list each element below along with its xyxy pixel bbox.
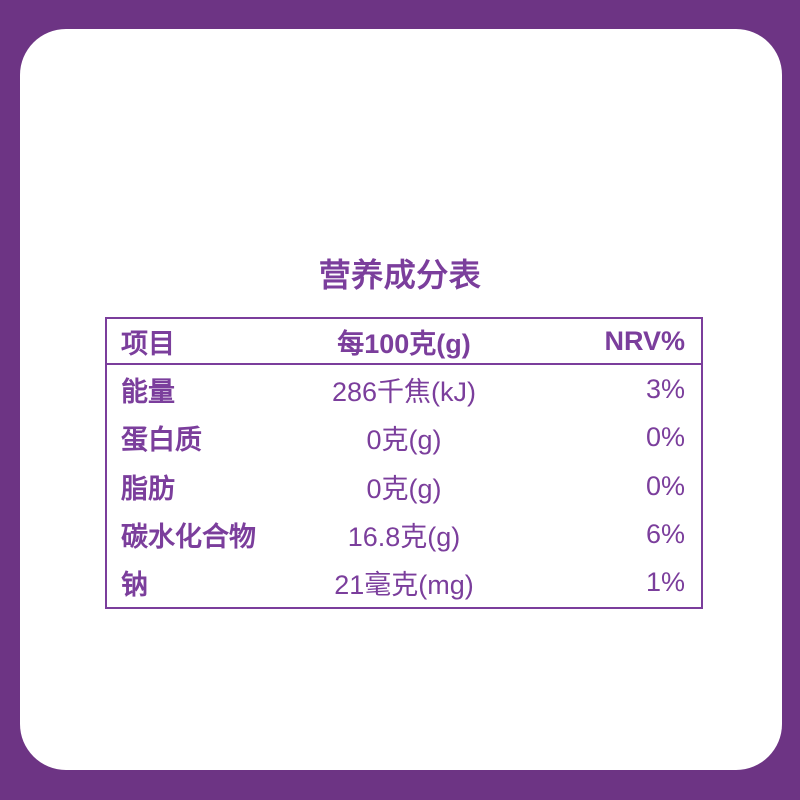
row-nrv: 3%	[645, 373, 685, 404]
row-item-label: 钠	[121, 570, 148, 601]
row-nrv: 1%	[645, 567, 685, 598]
table-row-sodium: 钠 21毫克(mg) 1%	[107, 559, 701, 607]
header-nrv: NRV%	[604, 325, 685, 356]
row-nrv: 0%	[645, 422, 685, 453]
row-value: 21毫克(mg)	[334, 570, 474, 601]
row-item-label: 蛋白质	[121, 425, 202, 456]
table-header-row: 项目 每100克(g) NRV%	[107, 319, 701, 365]
nutrition-table-title: 营养成分表	[318, 257, 482, 293]
row-value: 16.8克(g)	[347, 521, 461, 552]
label-panel	[20, 29, 782, 770]
row-nrv: 6%	[645, 518, 685, 549]
header-per100g: 每100克(g)	[337, 328, 471, 359]
row-nrv: 0%	[645, 470, 685, 501]
table-row-energy: 能量 286千焦(kJ) 3%	[107, 365, 701, 413]
header-item: 项目	[121, 328, 175, 359]
table-row-carbohydrate: 碳水化合物 16.8克(g) 6%	[107, 510, 701, 558]
row-value: 0克(g)	[366, 425, 442, 456]
row-item-label: 能量	[121, 376, 175, 407]
row-item-label: 脂肪	[121, 473, 175, 504]
table-row-protein: 蛋白质 0克(g) 0%	[107, 413, 701, 461]
nutrition-table: 项目 每100克(g) NRV% 能量 286千焦(kJ) 3% 蛋白质 0克(…	[105, 317, 703, 609]
table-row-fat: 脂肪 0克(g) 0%	[107, 462, 701, 510]
row-value: 0克(g)	[366, 473, 442, 504]
row-item-label: 碳水化合物	[121, 521, 256, 552]
row-value: 286千焦(kJ)	[331, 376, 477, 407]
